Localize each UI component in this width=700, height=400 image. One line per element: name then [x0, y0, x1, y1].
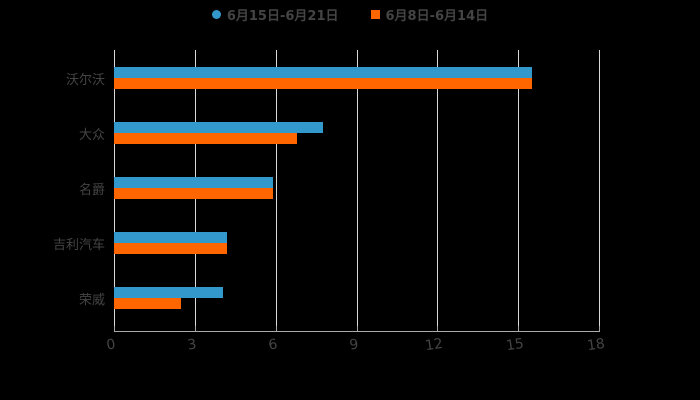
bar-series-1[interactable]	[114, 298, 181, 309]
square-marker-icon	[370, 9, 380, 19]
bar-series-0[interactable]	[114, 232, 227, 243]
gridline	[276, 50, 277, 330]
gridline	[437, 50, 438, 330]
category-label: 沃尔沃	[65, 73, 105, 88]
bar-series-0[interactable]	[114, 67, 532, 78]
axis-tick	[357, 326, 358, 332]
axis-tick	[518, 326, 519, 332]
bar-series-1[interactable]	[114, 188, 273, 199]
bar-series-1[interactable]	[114, 78, 532, 89]
category-label: 名爵	[78, 183, 105, 198]
bar-series-1[interactable]	[114, 243, 227, 254]
bar-series-0[interactable]	[114, 122, 323, 133]
gridline	[599, 50, 600, 330]
chart-legend: 6月15日-6月21日 6月8日-6月14日	[0, 5, 700, 24]
bar-series-1[interactable]	[114, 133, 297, 144]
axis-tick	[437, 326, 438, 332]
legend-item-week-jun8-14[interactable]: 6月8日-6月14日	[370, 5, 489, 24]
legend-label: 6月15日-6月21日	[226, 8, 339, 24]
legend-label: 6月8日-6月14日	[385, 8, 489, 24]
axis-tick	[276, 326, 277, 332]
circle-marker-icon	[211, 9, 221, 19]
x-tick-label: 15	[505, 335, 525, 355]
category-label: 吉利汽车	[52, 238, 105, 253]
x-tick-label: 6	[267, 336, 279, 354]
axis-tick	[114, 326, 115, 332]
x-tick-label: 18	[586, 335, 606, 355]
x-axis-line	[114, 331, 600, 332]
bar-series-0[interactable]	[114, 287, 223, 298]
category-label: 大众	[78, 128, 105, 143]
gridline	[357, 50, 358, 330]
x-tick-label: 3	[186, 336, 198, 354]
x-tick-label: 9	[348, 336, 360, 354]
x-tick-label: 12	[424, 335, 444, 355]
x-tick-label: 0	[105, 336, 117, 354]
gridline	[518, 50, 519, 330]
legend-item-week-jun15-21[interactable]: 6月15日-6月21日	[211, 5, 339, 24]
axis-tick	[195, 326, 196, 332]
bar-series-0[interactable]	[114, 177, 273, 188]
category-label: 荣威	[78, 293, 105, 308]
axis-tick	[599, 326, 600, 332]
